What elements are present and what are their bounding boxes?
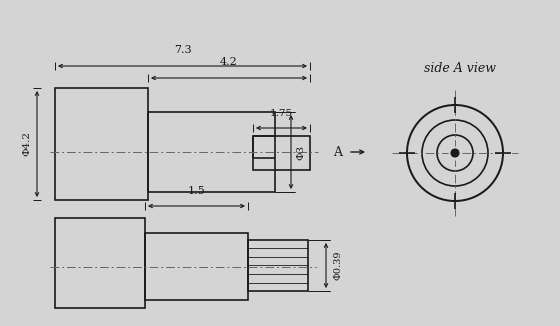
Text: 7.3: 7.3 [174,45,192,55]
Text: A: A [333,145,342,158]
Text: side A view: side A view [424,62,496,75]
Circle shape [451,149,459,157]
Bar [148,112,275,192]
Text: Φ0.39: Φ0.39 [334,251,343,280]
Text: Φ4.2: Φ4.2 [22,131,31,156]
Text: Φ3: Φ3 [296,144,306,159]
Text: 4.2: 4.2 [220,57,238,67]
Bar [253,136,310,170]
Bar [55,218,145,308]
Bar [145,233,248,300]
Text: 1.5: 1.5 [188,186,206,196]
Text: 1.75: 1.75 [270,109,293,118]
Bar [248,240,308,291]
Bar [55,88,148,200]
